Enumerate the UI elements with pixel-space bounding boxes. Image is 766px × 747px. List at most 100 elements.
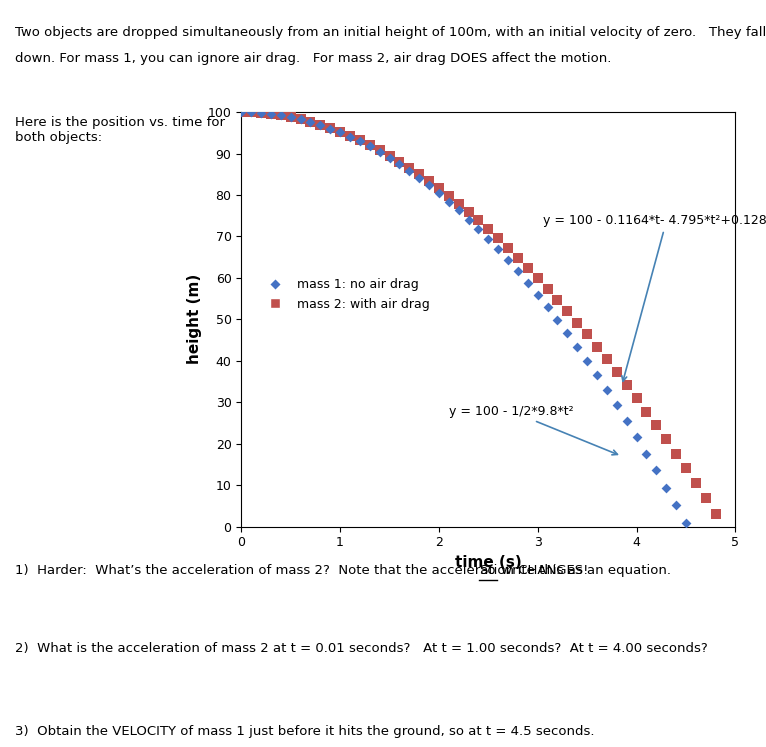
Point [265,108,277,120]
Point [433,187,445,199]
Point [285,111,297,123]
Point [601,353,613,365]
Point [255,107,267,119]
Point [443,190,455,202]
Point [314,119,326,131]
Point [680,518,692,530]
Point [235,106,247,118]
Point [304,116,316,128]
Point [650,465,663,477]
Point [294,114,306,125]
Point [423,175,435,187]
Point [620,415,633,427]
Point [532,289,544,301]
Point [492,244,504,255]
Point [552,314,564,326]
Point [502,242,514,254]
Point [581,355,594,367]
Point [334,126,346,138]
Point [453,198,465,210]
Point [492,232,504,244]
Text: Here is the position vs. time for
both objects:: Here is the position vs. time for both o… [15,116,225,143]
Point [245,106,257,118]
Point [640,447,653,459]
Point [393,155,405,167]
Point [581,329,594,341]
Point [364,140,376,152]
Text: down. For mass 1, you can ignore air drag.   For mass 2, air drag DOES affect th: down. For mass 1, you can ignore air dra… [15,52,612,65]
Text: 1)  Harder:  What’s the acceleration of mass 2?  Note that the acceleration CHAN: 1) Harder: What’s the acceleration of ma… [15,564,597,577]
Point [443,196,455,208]
Point [384,152,396,164]
Point [689,477,702,489]
Point [473,214,485,226]
Point [413,172,425,184]
X-axis label: time (s): time (s) [455,555,522,570]
Point [384,149,396,161]
Point [304,116,316,128]
Point [364,139,376,151]
Point [502,254,514,266]
Point [344,131,356,143]
Point [620,379,633,391]
Point [680,462,692,474]
Point [374,144,386,156]
Point [611,366,623,378]
Point [285,111,297,123]
Point [552,294,564,306]
Point [650,419,663,431]
Point [275,109,287,121]
Point [275,109,287,121]
Point [532,272,544,284]
Text: So: So [479,564,496,577]
Point [660,482,673,494]
Point [235,106,247,118]
Point [571,341,584,353]
Point [393,158,405,170]
Point [463,214,475,226]
Point [354,135,366,147]
Point [670,447,683,459]
Point [245,106,257,118]
Point [630,392,643,404]
Point [374,146,386,158]
Point [314,119,326,131]
Point [591,369,603,381]
Point [522,277,534,289]
Point [324,123,336,134]
Point [473,223,485,235]
Point [542,301,554,313]
Point [265,108,277,120]
Point [344,130,356,142]
Point [591,341,603,353]
Point [670,499,683,511]
Point [709,507,722,519]
Point [334,126,346,138]
Legend: mass 1: no air drag, mass 2: with air drag: mass 1: no air drag, mass 2: with air dr… [257,273,435,315]
Point [483,223,495,235]
Point [354,134,366,146]
Point [423,179,435,191]
Text: Two objects are dropped simultaneously from an initial height of 100m, with an i: Two objects are dropped simultaneously f… [15,26,766,39]
Point [640,406,653,418]
Point [512,265,524,277]
Point [601,384,613,396]
Point [463,206,475,218]
Text: write this as an equation.: write this as an equation. [497,564,671,577]
Point [512,252,524,264]
Point [433,182,445,194]
Point [403,165,415,177]
Y-axis label: height (m): height (m) [187,274,202,365]
Text: 2)  What is the acceleration of mass 2 at t = 0.01 seconds?   At t = 1.00 second: 2) What is the acceleration of mass 2 at… [15,642,708,655]
Point [561,327,574,339]
Point [571,317,584,329]
Point [542,283,554,295]
Text: y = 100 - 1/2*9.8*t²: y = 100 - 1/2*9.8*t² [449,405,617,455]
Point [324,123,336,134]
Point [611,400,623,412]
Point [255,107,267,119]
Text: 3)  Obtain the VELOCITY of mass 1 just before it hits the ground, so at t = 4.5 : 3) Obtain the VELOCITY of mass 1 just be… [15,725,595,737]
Point [660,433,673,445]
Point [561,305,574,317]
Point [294,114,306,125]
